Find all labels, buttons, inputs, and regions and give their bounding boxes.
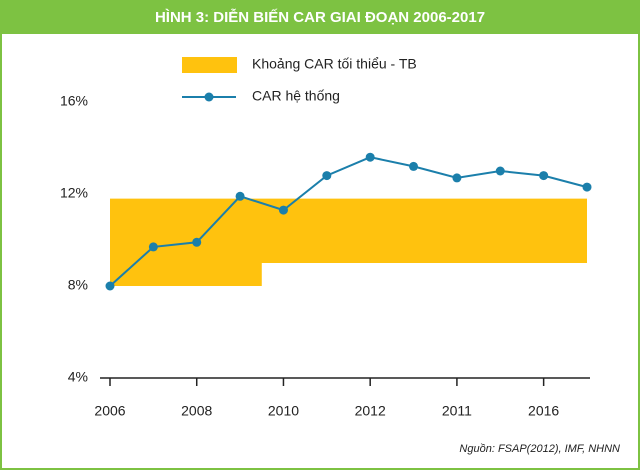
series-point: [409, 161, 419, 171]
legend-marker: [204, 92, 214, 102]
x-tick-label: 2010: [268, 403, 299, 419]
series-point: [495, 166, 505, 176]
x-tick-label: 2016: [528, 403, 559, 419]
x-tick-label: 2011: [442, 403, 472, 419]
y-tick-label: 16%: [60, 93, 88, 109]
y-tick-label: 12%: [60, 185, 88, 201]
series-line: [109, 156, 588, 287]
y-tick-label: 4%: [68, 369, 88, 385]
x-tick-label: 2008: [181, 403, 212, 419]
series-point: [192, 237, 202, 247]
series-point: [582, 182, 592, 192]
series-point: [148, 242, 158, 252]
band-area: [110, 198, 587, 286]
series-point: [278, 205, 288, 215]
legend-label: CAR hệ thống: [252, 88, 340, 104]
x-tick-label: 2012: [355, 403, 386, 419]
series-point: [235, 191, 245, 201]
header-bar: [0, 0, 640, 34]
series-point: [452, 173, 462, 183]
legend-swatch: [182, 57, 237, 73]
series-point: [105, 281, 115, 291]
source: Nguồn: FSAP(2012), IMF, NHNN: [459, 443, 620, 455]
series-point: [365, 152, 375, 162]
series-point: [322, 171, 332, 181]
y-tick-label: 8%: [68, 277, 88, 293]
x-tick-label: 2006: [94, 403, 125, 419]
chart-title: HÌNH 3: DIỄN BIẾN CAR GIAI ĐOẠN 2006-201…: [155, 9, 485, 26]
series-point: [539, 171, 549, 181]
legend-label: Khoảng CAR tối thiểu - TB: [252, 56, 417, 72]
